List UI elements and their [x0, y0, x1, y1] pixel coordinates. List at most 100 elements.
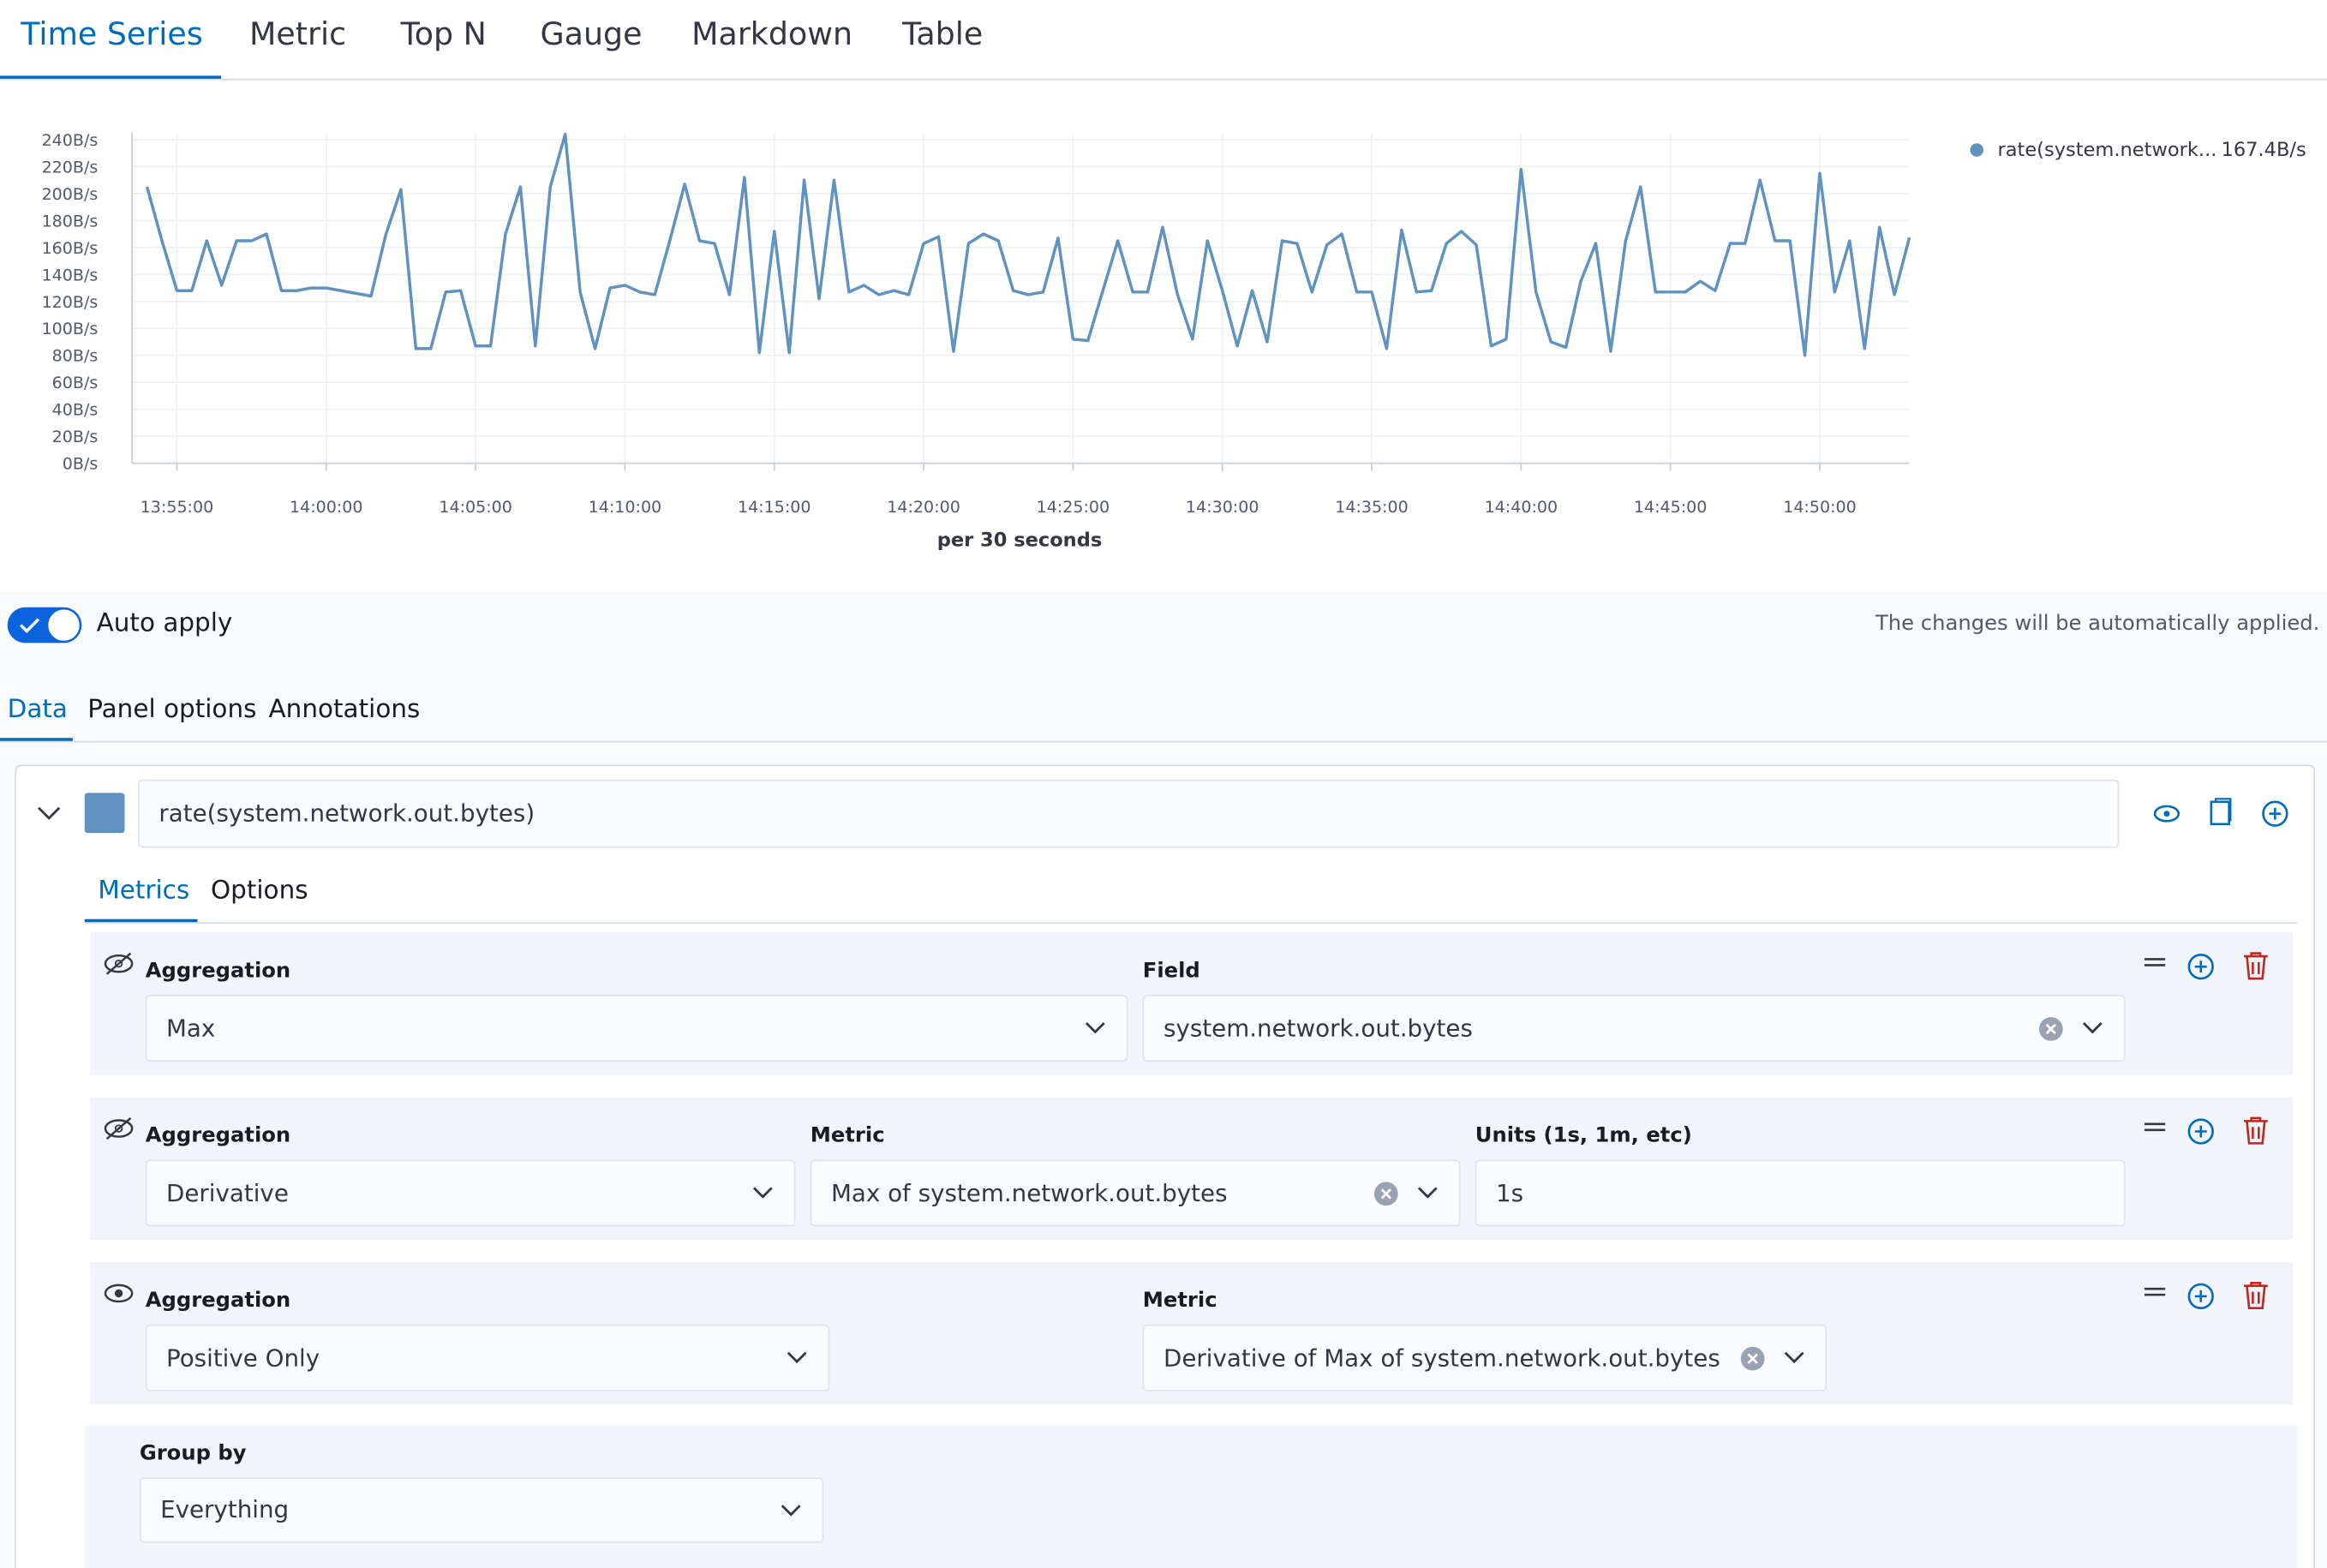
- field-input[interactable]: Max: [145, 995, 1128, 1062]
- editor-tab[interactable]: Panel options: [87, 695, 257, 725]
- eye: [104, 1284, 134, 1303]
- toggle-icon: [20, 607, 81, 643]
- chevron: [2082, 1022, 2103, 1034]
- view-tab[interactable]: Gauge: [540, 16, 643, 52]
- clear-icon[interactable]: [2037, 1015, 2064, 1042]
- eye: [104, 952, 134, 975]
- eye: [104, 1116, 134, 1140]
- legend-value: 167.4B/s: [2222, 139, 2306, 161]
- row-actions[interactable]: [2137, 948, 2285, 986]
- auto-apply-toggle[interactable]: [7, 607, 82, 643]
- field-label: Aggregation: [145, 1289, 291, 1313]
- x-axis-label: per 30 seconds: [937, 530, 1103, 552]
- series-color[interactable]: [84, 793, 125, 834]
- series-label-input[interactable]: rate(system.network.out.bytes): [138, 779, 2120, 848]
- editor-tab-underline: [0, 738, 73, 741]
- y-tick-label: 120B/s: [42, 293, 99, 312]
- row-icons: [2144, 1281, 2268, 1310]
- row-actions[interactable]: [2137, 1277, 2285, 1315]
- visibility-icon[interactable]: [103, 1280, 135, 1307]
- field-input[interactable]: 1s: [1475, 1159, 2126, 1227]
- group-by-label: Group by: [139, 1441, 247, 1466]
- x-tick-label: 14:20:00: [887, 498, 960, 517]
- visibility-icon[interactable]: [103, 950, 135, 977]
- tab-underline: [0, 75, 222, 79]
- y-tick-label: 40B/s: [52, 401, 99, 420]
- x-tick-label: 14:45:00: [1634, 498, 1708, 517]
- view-tab[interactable]: Table: [902, 16, 984, 52]
- x-tick-label: 14:35:00: [1335, 498, 1409, 517]
- series-actions[interactable]: [2149, 796, 2297, 832]
- field-input[interactable]: Positive Only: [145, 1324, 830, 1391]
- y-tick-label: 220B/s: [42, 158, 99, 177]
- chevron: [787, 1351, 807, 1364]
- y-tick-label: 180B/s: [42, 212, 99, 230]
- view-tab[interactable]: Markdown: [691, 16, 853, 52]
- legend-name: rate(system.network...: [1997, 139, 2216, 161]
- chevron: [781, 1505, 801, 1517]
- x-tick-label: 14:05:00: [439, 498, 512, 517]
- y-tick-label: 60B/s: [52, 374, 99, 392]
- y-tick-label: 0B/s: [63, 455, 99, 474]
- x-tick-label: 14:10:00: [589, 498, 662, 517]
- group-by-value: Everything: [160, 1495, 290, 1524]
- y-tick-label: 160B/s: [42, 239, 99, 258]
- metric-tab-underline: [84, 919, 198, 923]
- x-tick-label: 14:25:00: [1037, 498, 1110, 517]
- metric-tab[interactable]: Options: [210, 876, 308, 907]
- field-label: Aggregation: [145, 959, 291, 984]
- notice: The changes will be automatically applie…: [1875, 611, 2320, 636]
- field-label: Field: [1142, 959, 1200, 984]
- view-tab[interactable]: Time Series: [21, 16, 203, 52]
- field-input[interactable]: Max of system.network.out.bytes: [810, 1159, 1461, 1227]
- metric-tab-border: [84, 922, 2298, 924]
- field-label: Metric: [1142, 1289, 1217, 1313]
- view-tab[interactable]: Top N: [400, 16, 487, 52]
- chevron: [752, 1187, 773, 1199]
- field-label: Aggregation: [145, 1123, 291, 1148]
- chevron: [1784, 1351, 1804, 1364]
- field-value: Max: [165, 1014, 216, 1043]
- editor-tab-border: [0, 740, 2327, 743]
- row-actions[interactable]: [2137, 1112, 2285, 1151]
- y-tick-label: 80B/s: [52, 347, 99, 366]
- metric-tab[interactable]: Metrics: [98, 876, 190, 907]
- field-value: Derivative: [165, 1178, 289, 1207]
- x-tick-label: 14:30:00: [1186, 498, 1259, 517]
- field-value: Max of system.network.out.bytes: [830, 1178, 1228, 1207]
- y-tick-label: 100B/s: [42, 320, 99, 338]
- clear-icon[interactable]: [1373, 1181, 1399, 1207]
- x-tick-label: 14:00:00: [290, 498, 363, 517]
- x-tick-label: 14:40:00: [1485, 498, 1558, 517]
- view-tab[interactable]: Metric: [248, 16, 347, 52]
- collapse-icon[interactable]: [36, 802, 63, 826]
- field-value: system.network.out.bytes: [1163, 1014, 1473, 1043]
- x-tick-label: 14:15:00: [738, 498, 811, 517]
- field-value: 1s: [1495, 1178, 1524, 1207]
- chevron: [1085, 1022, 1105, 1034]
- y-tick-label: 240B/s: [42, 131, 99, 150]
- legend-dot: [1970, 143, 1984, 157]
- visibility-icon[interactable]: [103, 1115, 135, 1141]
- chevron: [1417, 1187, 1438, 1199]
- chart: 0B/s 20B/s 40B/s 60B/s 80B/s 100B/s 120B/s 140B…: [42, 131, 2306, 552]
- auto-apply-label: Auto apply: [96, 608, 233, 639]
- field-input[interactable]: Derivative of Max of system.network.out.…: [1142, 1324, 1828, 1391]
- field-input[interactable]: system.network.out.bytes: [1142, 995, 2126, 1062]
- field-label: Units (1s, 1m, etc): [1475, 1123, 1692, 1148]
- y-tick-label: 200B/s: [42, 185, 99, 204]
- x-tick-label: 13:55:00: [141, 498, 214, 517]
- y-tick-label: 20B/s: [52, 428, 99, 446]
- editor-tab[interactable]: Annotations: [268, 695, 421, 725]
- field-value: Derivative of Max of system.network.out.…: [1163, 1344, 1720, 1373]
- tab-border: [0, 78, 2327, 81]
- editor-tab[interactable]: Data: [7, 695, 68, 725]
- field-input[interactable]: Derivative: [145, 1159, 796, 1227]
- group-by-select[interactable]: Everything: [139, 1477, 824, 1543]
- clear-icon[interactable]: [1739, 1345, 1766, 1372]
- series-line: [145, 132, 1911, 357]
- x-tick-label: 14:50:00: [1783, 498, 1857, 517]
- field-label: Metric: [810, 1123, 885, 1148]
- y-tick-label: 140B/s: [42, 266, 99, 284]
